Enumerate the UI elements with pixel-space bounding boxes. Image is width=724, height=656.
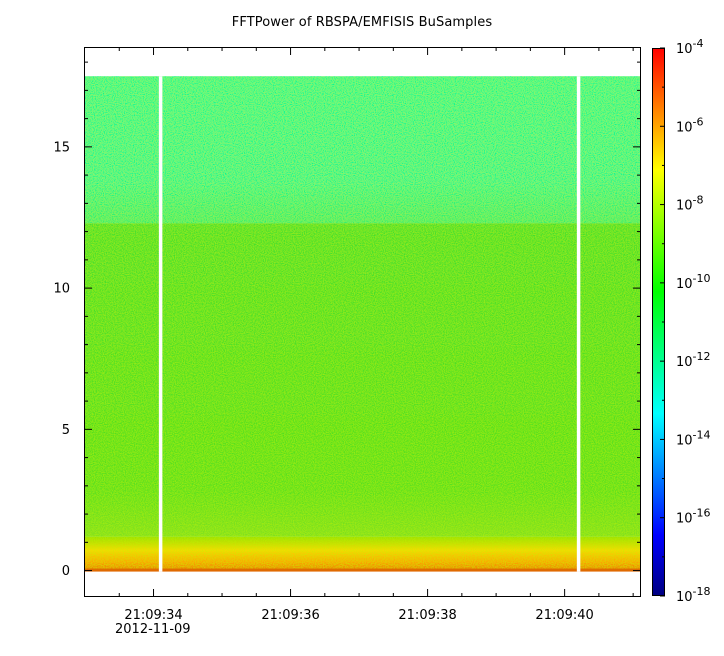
- y-tick-label: 0: [62, 564, 70, 579]
- y-tick-label: 10: [53, 282, 70, 297]
- colorbar-tick-label: 10-6: [676, 115, 704, 135]
- spectrogram-band: [85, 223, 640, 537]
- colorbar-tick-label: 10-14: [676, 428, 711, 448]
- colorbar-tick-label: 10-4: [676, 37, 704, 57]
- spectrogram-band: [85, 568, 640, 572]
- spectrogram-image: [85, 76, 640, 572]
- x-date-label: 2012-11-09: [115, 622, 191, 637]
- y-tick-label: 15: [53, 140, 70, 155]
- spectrogram-band: [85, 76, 640, 224]
- colorbar-tick-label: 10-8: [676, 194, 704, 214]
- y-tick-label: 5: [62, 423, 70, 438]
- data-gap: [576, 76, 581, 572]
- colorbar-tick-label: 10-12: [676, 350, 711, 370]
- x-tick-label: 21:09:38: [398, 608, 456, 623]
- colorbar-tick-label: 10-18: [676, 585, 711, 605]
- x-tick-label: 21:09:40: [535, 608, 593, 623]
- colorbar: [652, 48, 665, 596]
- x-tick-label: 21:09:36: [261, 608, 319, 623]
- data-gap: [158, 76, 163, 572]
- spectrogram-band: [85, 536, 640, 571]
- x-tick-label: 21:09:34: [124, 608, 182, 623]
- chart-title: FFTPower of RBSPA/EMFISIS BuSamples: [231, 15, 493, 30]
- colorbar-tick-label: 10-10: [676, 272, 711, 292]
- colorbar-tick-label: 10-16: [676, 507, 711, 527]
- plot-frame: [84, 47, 641, 597]
